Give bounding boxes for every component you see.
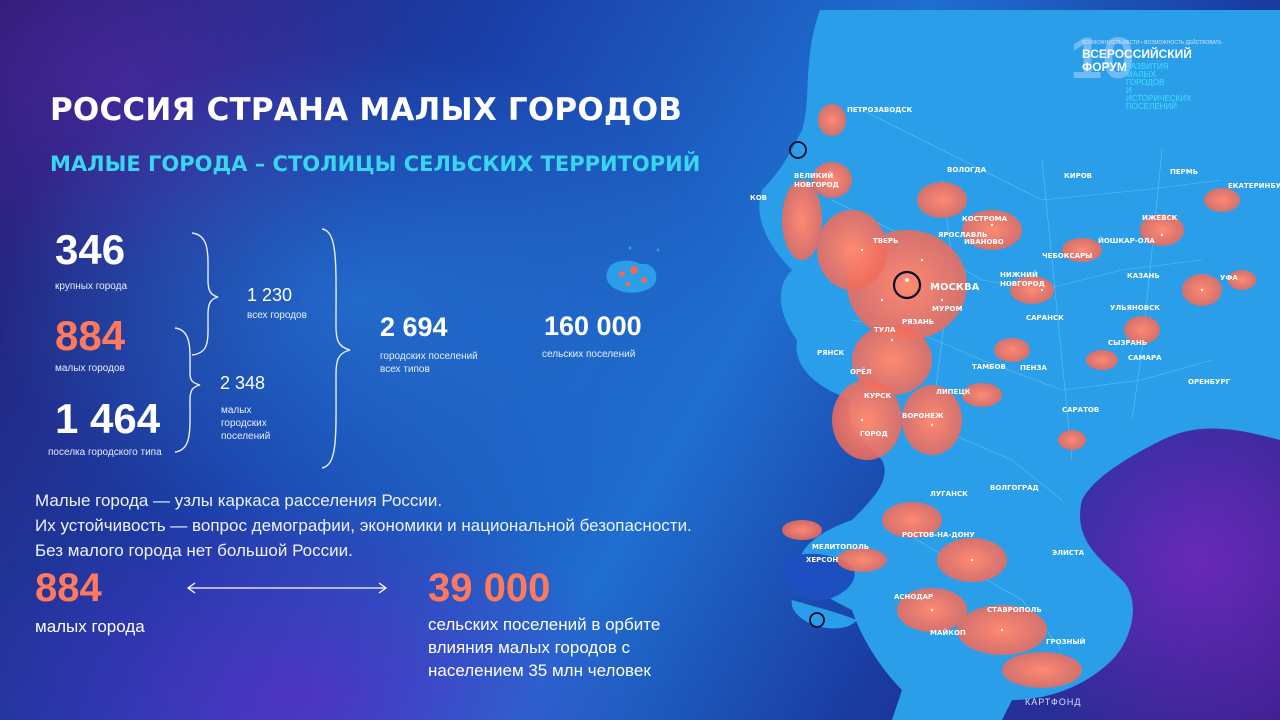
russia-settlement-map: ПЕТРОЗАВОДСК ВОЛОГДА КИРОВ ПЕРМЬ ЕКАТЕРИ…	[750, 10, 1280, 720]
map-sea	[782, 553, 855, 601]
city-label: ИЖЕВСК	[1142, 214, 1178, 222]
forum-desc-line-3: И ИСТОРИЧЕСКИХ	[1126, 86, 1192, 103]
city-label: НИЖНИЙ	[1000, 270, 1038, 279]
urban-settlements-all-label-2: всех типов	[380, 364, 430, 375]
forum-title-line-1: ВСЕРОССИЙСКИЙ	[1082, 47, 1192, 61]
city-label: МЕЛИТОПОЛЬ	[812, 543, 869, 551]
city-label: РЯЗАНЬ	[902, 318, 934, 326]
city-label: МАЙКОП	[930, 628, 966, 637]
city-label: ЙОШКАР-ОЛА	[1098, 236, 1155, 245]
city-label: СТАВРОПОЛЬ	[987, 606, 1042, 614]
city-label: ХЕРСОН	[806, 556, 838, 564]
body-line-3: Без малого города нет большой России.	[35, 541, 353, 560]
double-arrow	[186, 582, 388, 594]
rural-settlements-label: сельских поселений	[542, 349, 636, 360]
body-text: Малые города — узлы каркаса расселения Р…	[35, 488, 692, 563]
body-line-1: Малые города — узлы каркаса расселения Р…	[35, 491, 443, 510]
city-label: ЭЛИСТА	[1052, 549, 1085, 557]
forum-description: РАЗВИТИЯ МАЛЫХ ГОРОДОВ И ИСТОРИЧЕСКИХ ПО…	[1126, 63, 1196, 111]
city-label: ТУЛА	[874, 326, 896, 334]
small-cities-label: малых городов	[55, 363, 125, 374]
body-line-2: Их устойчивость — вопрос демографии, эко…	[35, 516, 692, 535]
city-label: КАЗАНЬ	[1127, 272, 1160, 280]
city-label: ПЕТРОЗАВОДСК	[847, 106, 913, 114]
city-label: КОВ	[750, 194, 767, 202]
map-settlement-dots	[860, 223, 1204, 632]
city-label: ИВАНОВО	[964, 238, 1004, 246]
city-label: ПЕРМЬ	[1170, 168, 1198, 176]
city-label: ЕКАТЕРИНБУ	[1228, 182, 1280, 190]
bottom-right-label-3: населением 35 млн человек	[428, 661, 651, 680]
forum-logo: 10 ВОЗМОЖНОСТЬ РАСТИ • ВОЗМОЖНОСТЬ ДЕЙСТ…	[1070, 26, 1230, 111]
kaliningrad-inset	[606, 246, 660, 293]
forum-tagline: ВОЗМОЖНОСТЬ РАСТИ • ВОЗМОЖНОСТЬ ДЕЙСТВОВ…	[1082, 40, 1222, 46]
map-marker	[809, 612, 825, 628]
forum-title: ВСЕРОССИЙСКИЙ ФОРУМ	[1082, 48, 1192, 74]
city-label: ТАМБОВ	[972, 363, 1006, 371]
forum-desc-line-1: РАЗВИТИЯ МАЛЫХ	[1126, 62, 1169, 79]
city-label: РЯНСК	[817, 349, 845, 357]
city-label: КУРСК	[864, 392, 891, 400]
urban-type-settlements-label: поселка городского типа	[48, 447, 162, 458]
slide-title: РОССИЯ СТРАНА МАЛЫХ ГОРОДОВ	[50, 92, 683, 128]
small-urban-settlements-label-2: городских	[221, 418, 267, 429]
city-label: АСНОДАР	[894, 593, 933, 601]
city-label-moscow: МОСКВА	[930, 282, 980, 293]
city-label: ВЕЛИКИЙ	[794, 171, 833, 180]
city-label: ПЕНЗА	[1020, 364, 1047, 372]
bottom-left-label: малых города	[35, 617, 145, 636]
city-label: ВОЛГОГРАД	[990, 484, 1039, 492]
city-label: ТВЕРЬ	[873, 237, 898, 245]
city-label: ЛУГАНСК	[930, 490, 968, 498]
city-label: КИРОВ	[1064, 172, 1092, 180]
bottom-right-label-1: сельских поселений в орбите	[428, 615, 661, 634]
city-label: ГОРОД	[860, 430, 888, 438]
all-cities-label: всех городов	[247, 310, 307, 321]
city-label: ЛИПЕЦК	[936, 388, 971, 396]
map-landmass	[759, 10, 1280, 720]
city-label: САРАНСК	[1026, 314, 1064, 322]
urban-type-settlements-value: 1 464	[55, 395, 161, 442]
city-label: МУРОМ	[932, 305, 962, 313]
bottom-left-value: 884	[35, 566, 102, 610]
forum-number: 10	[1070, 26, 1135, 91]
small-urban-settlements-label-3: поселений	[221, 431, 271, 442]
city-label: УЛЬЯНОВСК	[1110, 304, 1160, 312]
city-label: ЧЕБОКСАРЫ	[1042, 252, 1092, 260]
city-label: САРАТОВ	[1062, 406, 1099, 414]
city-label: НОВГОРОД	[1000, 280, 1045, 288]
city-label: РОСТОВ-НА-ДОНУ	[902, 531, 975, 539]
forum-desc-line-2: ГОРОДОВ	[1126, 78, 1165, 87]
urban-settlements-all-value: 2 694	[380, 312, 448, 342]
forum-title-line-2: ФОРУМ	[1082, 60, 1127, 74]
city-label: САМАРА	[1128, 354, 1162, 362]
small-cities-value: 884	[55, 312, 126, 359]
grouping-brackets	[174, 228, 351, 469]
city-label: ОРЕНБУРГ	[1188, 378, 1231, 386]
rural-settlements-value: 160 000	[544, 311, 642, 341]
city-label: ВОРОНЕЖ	[902, 412, 944, 420]
map-credit: КАРТФОНД	[1025, 697, 1082, 707]
city-label: ГРОЗНЫЙ	[1046, 637, 1086, 646]
large-cities-value: 346	[55, 226, 126, 273]
slide-subtitle: МАЛЫЕ ГОРОДА – СТОЛИЦЫ СЕЛЬСКИХ ТЕРРИТОР…	[50, 152, 701, 176]
urban-settlements-all-label-1: городских поселений	[380, 351, 478, 362]
small-urban-settlements-label-1: малых	[221, 405, 252, 416]
all-cities-value: 1 230	[247, 285, 293, 305]
city-label: УФА	[1220, 274, 1238, 282]
city-label: СЫЗРАНЬ	[1108, 339, 1147, 347]
forum-desc-line-4: ПОСЕЛЕНИЙ	[1126, 102, 1177, 111]
bottom-right-label-2: влияния малых городов с	[428, 638, 631, 657]
city-label: ВОЛОГДА	[947, 166, 987, 174]
small-urban-settlements-value: 2 348	[220, 373, 266, 393]
city-label: ЯРОСЛАВЛЬ	[938, 231, 987, 239]
large-cities-label: крупных города	[55, 281, 128, 292]
bottom-right-value: 39 000	[428, 566, 551, 610]
city-label: НОВГОРОД	[794, 181, 839, 189]
city-label: КОСТРОМА	[962, 215, 1008, 223]
moscow-marker	[892, 270, 922, 300]
map-marker	[789, 141, 807, 159]
city-label: ОРЁЛ	[850, 367, 872, 376]
